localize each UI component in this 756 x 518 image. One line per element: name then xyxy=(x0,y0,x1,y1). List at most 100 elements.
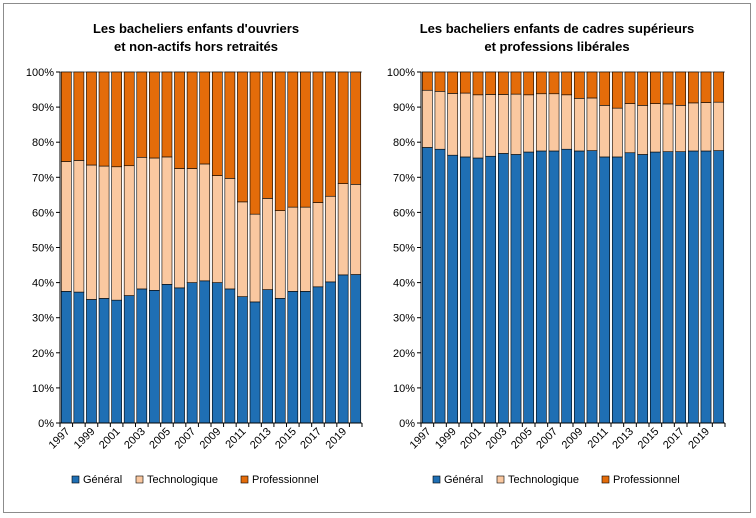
bar-technologique-2018 xyxy=(687,102,699,152)
y-tick-label: 60% xyxy=(32,207,54,219)
bar-technologique-2010 xyxy=(224,178,236,290)
bar-technologique-2020 xyxy=(350,184,362,275)
x-tick-label: 2007 xyxy=(534,426,560,452)
x-tick-label: 1999 xyxy=(72,426,98,452)
bar-professionnel-2000 xyxy=(459,71,471,94)
bar-technologique-1999 xyxy=(447,93,459,156)
bar-gnral-2020 xyxy=(713,150,725,424)
bar-technologique-1998 xyxy=(73,160,85,293)
x-tick-label: 2013 xyxy=(610,426,636,452)
y-tick-label: 40% xyxy=(393,278,415,290)
bar-gnral-2005 xyxy=(161,284,173,424)
bar-professionnel-1999 xyxy=(86,71,97,166)
y-tick-label: 0% xyxy=(399,418,415,430)
x-tick-label: 2015 xyxy=(273,426,299,452)
chart-cadres: Les bacheliers enfants de cadres supérie… xyxy=(387,21,726,486)
bar-professionnel-2006 xyxy=(174,71,185,169)
bar-technologique-2001 xyxy=(472,94,484,159)
bar-technologique-2013 xyxy=(262,198,273,290)
bar-gnral-2003 xyxy=(136,288,148,424)
bar-professionnel-2019 xyxy=(700,71,712,103)
bar-professionnel-2013 xyxy=(262,71,273,199)
bar-professionnel-1998 xyxy=(73,71,85,161)
legend-label: Technologique xyxy=(147,474,218,486)
bar-technologique-2017 xyxy=(312,202,324,288)
chart-title-line-1: Les bacheliers enfants d'ouvriers xyxy=(93,21,299,36)
bar-professionnel-2019 xyxy=(337,71,349,184)
bar-professionnel-2003 xyxy=(497,71,509,95)
bar-technologique-2015 xyxy=(649,103,661,153)
bar-technologique-2012 xyxy=(249,213,261,303)
chart-title-line-2: et non-actifs hors retraités xyxy=(114,39,278,54)
bar-gnral-2008 xyxy=(199,280,211,424)
bar-technologique-2006 xyxy=(535,93,547,152)
legend-swatch xyxy=(135,475,144,484)
bar-professionnel-2020 xyxy=(350,71,362,185)
y-tick-label: 80% xyxy=(32,137,54,149)
bar-professionnel-2020 xyxy=(713,71,725,103)
y-tick-label: 50% xyxy=(393,243,415,255)
bar-professionnel-2016 xyxy=(300,71,311,208)
bar-gnral-2001 xyxy=(111,299,122,424)
bar-technologique-2016 xyxy=(662,103,674,152)
bar-gnral-2012 xyxy=(611,156,623,424)
chart-title-line-2: et professions libérales xyxy=(484,39,629,54)
bar-technologique-2007 xyxy=(186,168,198,283)
bar-professionnel-1997 xyxy=(421,71,433,91)
bar-technologique-1997 xyxy=(60,161,72,292)
bar-gnral-2009 xyxy=(573,150,585,424)
legend-label: Général xyxy=(444,474,483,486)
bar-gnral-2010 xyxy=(224,288,236,424)
y-tick-label: 10% xyxy=(32,383,54,395)
bar-professionnel-2017 xyxy=(675,71,687,106)
bar-technologique-1997 xyxy=(421,89,433,148)
bar-gnral-2016 xyxy=(662,151,674,424)
bar-gnral-2010 xyxy=(586,150,598,424)
bar-technologique-1999 xyxy=(86,164,97,300)
bar-technologique-2009 xyxy=(573,98,585,152)
bar-technologique-2015 xyxy=(287,206,299,292)
bar-gnral-2002 xyxy=(485,155,497,424)
bar-gnral-2019 xyxy=(337,274,349,424)
legend-swatch xyxy=(496,475,505,484)
bar-gnral-2018 xyxy=(325,281,336,424)
bar-professionnel-2018 xyxy=(325,71,336,197)
y-tick-label: 30% xyxy=(32,313,54,325)
x-tick-label: 2015 xyxy=(636,426,662,452)
bar-professionnel-2013 xyxy=(624,71,636,104)
legend-label: Général xyxy=(83,474,122,486)
y-tick-label: 60% xyxy=(393,207,415,219)
bar-technologique-2002 xyxy=(485,94,497,157)
bar-technologique-2014 xyxy=(274,210,286,299)
bar-technologique-2007 xyxy=(548,93,560,152)
bar-technologique-2005 xyxy=(523,94,535,153)
bar-technologique-2005 xyxy=(161,156,173,285)
bar-professionnel-2017 xyxy=(312,71,324,203)
bar-professionnel-2007 xyxy=(548,71,560,95)
y-tick-label: 20% xyxy=(32,348,54,360)
bar-professionnel-2015 xyxy=(287,71,299,208)
bar-gnral-2012 xyxy=(249,301,261,424)
bar-gnral-2000 xyxy=(98,298,110,424)
bar-technologique-2003 xyxy=(497,94,509,154)
bar-professionnel-2005 xyxy=(523,71,535,96)
bar-gnral-1999 xyxy=(86,299,97,424)
bar-gnral-2013 xyxy=(624,152,636,424)
y-tick-label: 70% xyxy=(32,172,54,184)
bar-technologique-2010 xyxy=(586,97,598,151)
bar-gnral-2017 xyxy=(675,151,687,424)
bar-technologique-2000 xyxy=(98,165,110,299)
bar-professionnel-1997 xyxy=(60,71,72,162)
legend-swatch xyxy=(432,475,441,484)
y-tick-label: 30% xyxy=(393,313,415,325)
bar-professionnel-2012 xyxy=(249,71,261,215)
bar-professionnel-2011 xyxy=(599,71,611,106)
bar-gnral-2011 xyxy=(599,156,611,424)
bar-technologique-2002 xyxy=(123,165,135,296)
y-tick-label: 90% xyxy=(393,102,415,114)
chart-title-line-1: Les bacheliers enfants de cadres supérie… xyxy=(420,21,695,36)
bar-professionnel-2001 xyxy=(111,71,122,168)
bar-gnral-2001 xyxy=(472,157,484,424)
bar-gnral-2016 xyxy=(300,291,311,424)
bar-technologique-2014 xyxy=(637,105,649,155)
